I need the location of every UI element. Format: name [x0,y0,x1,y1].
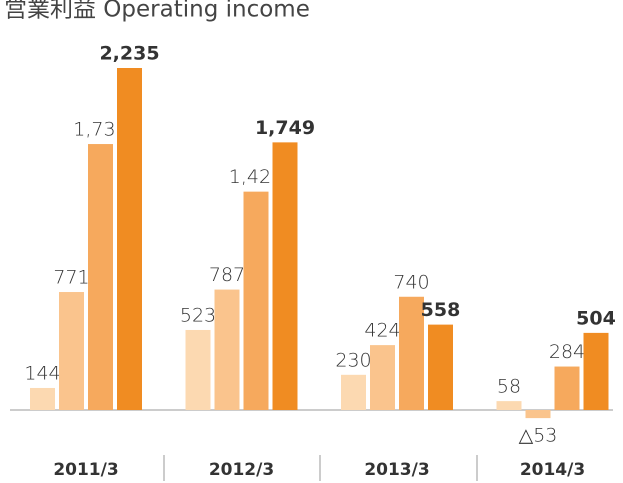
data-label: 523 [180,304,216,326]
chart-title: 営業利益 Operating income [4,0,310,23]
data-label: 144 [24,362,60,384]
data-label: 740 [393,271,429,293]
x-tick-label: 2011/3 [53,460,118,480]
bar [496,401,522,410]
data-label: 424 [364,320,400,342]
data-label: 1,738 [73,119,127,141]
data-label: 284 [549,341,585,363]
data-label: 58 [497,376,521,398]
bar [88,144,113,410]
bar [243,191,269,410]
data-label: 771 [53,267,89,289]
bar [272,142,298,410]
data-label: 230 [335,349,371,371]
bar [185,329,211,410]
bar [59,292,84,410]
bar [428,324,453,410]
bar [525,410,551,419]
data-label: 787 [209,264,245,286]
data-label: 504 [576,307,616,329]
data-label: 1,427 [229,166,283,188]
data-label: 1,749 [255,117,315,139]
x-tick-label: 2012/3 [209,460,274,480]
bar [370,345,395,410]
data-label: 558 [421,299,461,321]
bar [399,296,424,410]
data-label: △53 [519,425,558,447]
data-label: 2,235 [99,43,159,65]
x-tick-label: 2014/3 [520,460,585,480]
x-tick-label: 2013/3 [364,460,429,480]
bar [554,366,580,410]
bar [214,289,240,410]
bar [583,332,609,410]
bar [117,68,142,410]
bar [341,374,366,410]
bar [30,387,55,410]
